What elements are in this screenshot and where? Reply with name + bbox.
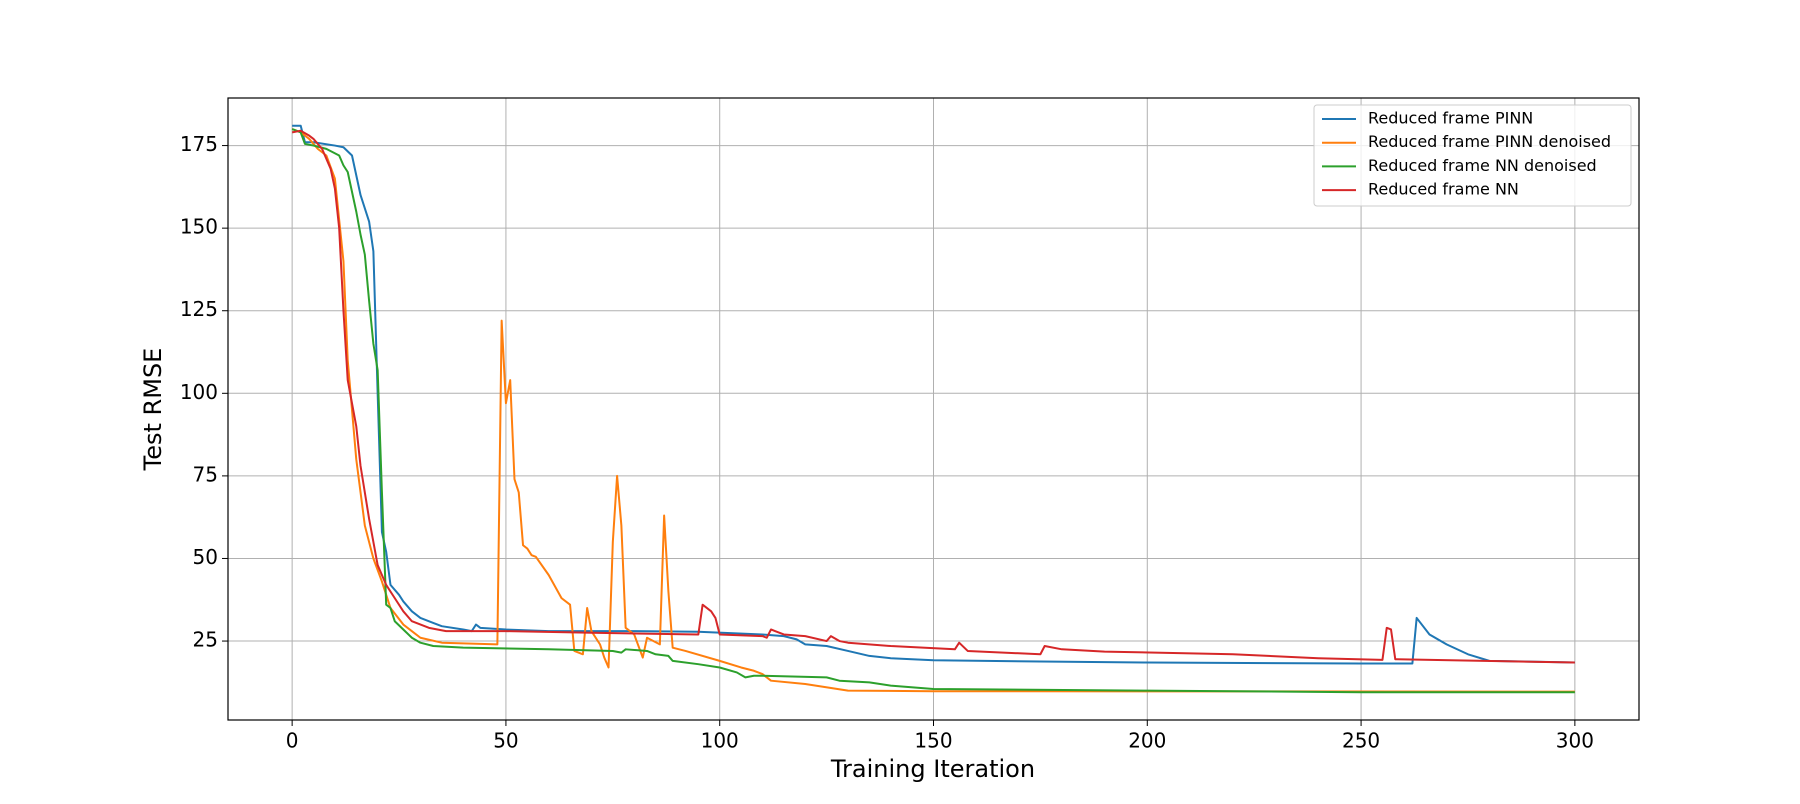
plot-frame	[227, 97, 1640, 721]
y-tick-label: 100	[180, 380, 218, 404]
legend-label: Reduced frame NN	[1368, 180, 1519, 199]
y-tick-label: 175	[180, 132, 218, 156]
legend-label: Reduced frame NN denoised	[1368, 156, 1597, 175]
legend-label: Reduced frame PINN denoised	[1368, 132, 1611, 151]
series-line	[291, 128, 1575, 694]
series-line	[291, 128, 1575, 693]
x-tick-label: 100	[701, 729, 739, 753]
series-line	[291, 129, 1575, 664]
x-tick-label: 250	[1342, 729, 1380, 753]
y-tick-label: 150	[180, 215, 218, 239]
legend-label: Reduced frame PINN	[1368, 109, 1533, 128]
x-tick-label: 300	[1556, 729, 1594, 753]
x-axis-label: Training Iteration	[830, 755, 1035, 783]
legend: Reduced frame PINN Reduced frame PINN den…	[1313, 104, 1632, 207]
x-tick-label: 50	[493, 729, 518, 753]
y-tick-label: 125	[180, 297, 218, 321]
y-tick-label: 75	[193, 462, 218, 486]
y-axis-label: Test RMSE	[139, 348, 167, 472]
series-line	[292, 124, 1575, 665]
legend-box	[1313, 104, 1632, 207]
y-tick-label: 50	[193, 545, 218, 569]
x-tick-label: 150	[914, 729, 952, 753]
x-tick-label: 0	[286, 729, 299, 753]
x-tick-label: 200	[1128, 729, 1166, 753]
y-tick-label: 25	[193, 628, 218, 652]
